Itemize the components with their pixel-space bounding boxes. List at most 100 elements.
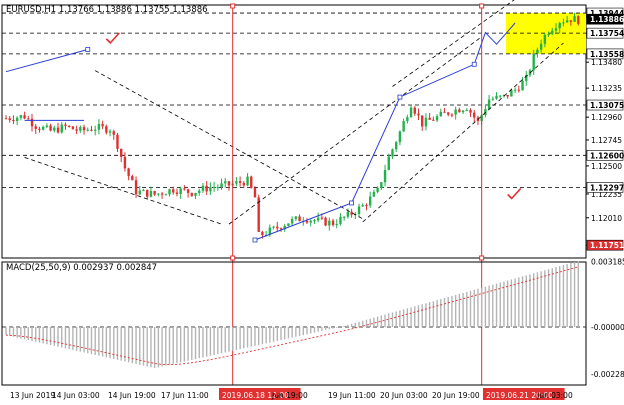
candle-body bbox=[105, 126, 108, 133]
candle-body bbox=[513, 89, 517, 91]
candle-body bbox=[8, 118, 11, 121]
y-tick-label: 1.13480 bbox=[591, 58, 622, 67]
candle-body bbox=[290, 218, 294, 224]
level-label: 1.13886 bbox=[590, 15, 624, 24]
candle-body bbox=[27, 118, 30, 120]
candle-body bbox=[532, 53, 535, 71]
candle-body bbox=[101, 124, 104, 127]
line-anchor bbox=[85, 47, 91, 52]
y-tick-label: 1.12235 bbox=[591, 190, 622, 199]
candle-body bbox=[75, 129, 78, 131]
candle-body bbox=[428, 117, 431, 120]
channel-line bbox=[94, 70, 363, 220]
candle-body bbox=[41, 126, 45, 130]
candle-body bbox=[183, 188, 186, 190]
candle-body bbox=[287, 223, 290, 226]
candle-body bbox=[573, 16, 576, 22]
y-tick-label: 1.12500 bbox=[591, 162, 622, 171]
candle-body bbox=[205, 185, 208, 192]
candle-body bbox=[186, 189, 190, 193]
candle-body bbox=[391, 149, 394, 157]
y-tick-label: 1.13235 bbox=[591, 84, 622, 93]
level-label-box bbox=[586, 182, 624, 193]
candle-body bbox=[346, 211, 350, 217]
candle-body bbox=[421, 115, 424, 127]
candle-body bbox=[220, 183, 223, 187]
candle-body bbox=[60, 124, 63, 133]
level-label: 1.13075 bbox=[590, 101, 624, 110]
candle-body bbox=[551, 30, 554, 34]
candle-body bbox=[194, 192, 197, 196]
candle-body bbox=[30, 118, 34, 127]
candle-body bbox=[517, 89, 521, 91]
candle-body bbox=[157, 193, 160, 195]
candle-body bbox=[547, 33, 550, 35]
candle-body bbox=[198, 190, 201, 193]
line-anchor bbox=[349, 200, 355, 206]
candle-body bbox=[190, 192, 194, 196]
candle-body bbox=[149, 191, 153, 197]
level-label: 1.13944 bbox=[590, 9, 624, 18]
candle-body bbox=[342, 216, 346, 218]
candle-body bbox=[458, 109, 461, 113]
candle-body bbox=[112, 131, 115, 135]
candle-body bbox=[439, 111, 442, 117]
y-tick-label: 1.12960 bbox=[591, 113, 622, 122]
price-title: EURUSD,H1 1.13766 1.13886 1.13755 1.1388… bbox=[6, 5, 208, 15]
macd-tick-label: -0.000004 bbox=[591, 323, 624, 332]
channel-line bbox=[362, 42, 564, 223]
candle-body bbox=[320, 217, 324, 219]
candle-body bbox=[331, 220, 335, 225]
candle-body bbox=[313, 220, 316, 222]
candle-body bbox=[272, 226, 275, 228]
candle-body bbox=[164, 194, 167, 196]
candle-body bbox=[34, 126, 37, 129]
candle-body bbox=[127, 168, 130, 177]
candle-body bbox=[305, 220, 309, 223]
candle-body bbox=[473, 112, 476, 118]
candle-body bbox=[417, 113, 420, 116]
x-label-box bbox=[219, 388, 301, 400]
macd-panel: 0.003185 -0.000004 -0.002282 bbox=[1, 257, 624, 386]
candle-body bbox=[49, 125, 52, 131]
candle-body bbox=[465, 109, 468, 111]
level-label: 1.12297 bbox=[590, 183, 624, 192]
level-label-box bbox=[586, 150, 624, 161]
candle-body bbox=[53, 127, 56, 131]
candle-body bbox=[539, 43, 543, 50]
candle-body bbox=[376, 188, 379, 192]
candle-body bbox=[543, 34, 547, 44]
candle-body bbox=[365, 205, 368, 207]
candle-body bbox=[536, 49, 539, 54]
candle-body bbox=[276, 226, 279, 229]
candle-body bbox=[499, 95, 502, 97]
candle-body bbox=[90, 129, 93, 131]
price-panel: 1.13754 1.13480 1.13235 1.12960 1.12745 1.125… bbox=[1, 0, 624, 385]
x-tick-label: 2019.06.21 20:00 bbox=[486, 391, 553, 400]
candle-body bbox=[521, 80, 524, 91]
candle-body bbox=[495, 95, 498, 99]
candle-body bbox=[335, 224, 338, 226]
candle-body bbox=[86, 129, 89, 131]
candle-body bbox=[4, 118, 8, 120]
candle-body bbox=[15, 117, 19, 121]
x-tick-label: Jun 19:00 bbox=[271, 391, 308, 400]
candle-body bbox=[279, 228, 283, 230]
x-label-box bbox=[483, 388, 565, 400]
line-anchor bbox=[252, 237, 258, 243]
level-label: 1.12600 bbox=[590, 151, 624, 160]
price-frame bbox=[1, 4, 587, 259]
candle-body bbox=[424, 117, 428, 127]
macd-frame bbox=[1, 261, 587, 386]
candle-body bbox=[227, 181, 231, 186]
x-tick-label: 19 Jun 11:00 bbox=[328, 391, 376, 400]
candle-body bbox=[402, 121, 405, 132]
level-label-box bbox=[586, 239, 624, 251]
candle-body bbox=[242, 182, 246, 186]
candle-body bbox=[361, 205, 364, 207]
candle-body bbox=[201, 185, 205, 191]
candle-body bbox=[469, 109, 472, 113]
candle-body bbox=[179, 188, 182, 194]
candle-body bbox=[309, 220, 312, 223]
